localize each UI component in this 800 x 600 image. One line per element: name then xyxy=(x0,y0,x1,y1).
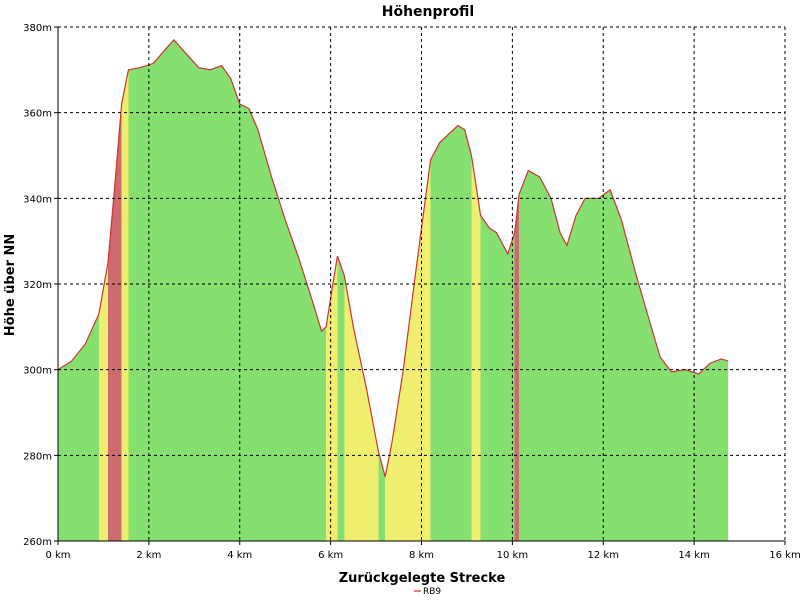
x-tick-label: 0 km xyxy=(45,550,70,561)
axes-layer xyxy=(54,26,786,545)
tick-labels-layer: 0 km 2 km 4 km 6 km 8 km 10 km 12 km 14 km 16 km… xyxy=(23,23,800,561)
x-tick-label: 8 km xyxy=(409,550,434,561)
legend-label-rb9: RB9 xyxy=(423,587,441,597)
x-tick-label: 12 km xyxy=(588,550,619,561)
x-tick-label: 16 km xyxy=(769,550,800,561)
y-tick-label: 360m xyxy=(23,109,52,120)
y-tick-label: 340m xyxy=(23,194,52,205)
elevation-line-rb9 xyxy=(57,38,729,477)
grid-layer xyxy=(58,26,786,541)
y-tick-label: 320m xyxy=(23,280,52,291)
legend: RB9 xyxy=(414,587,441,597)
x-axis-label: Zurückgelegte Strecke xyxy=(339,571,506,586)
y-tick-label: 280m xyxy=(23,451,52,462)
x-tick-label: 2 km xyxy=(136,550,161,561)
elevation-area-fill xyxy=(58,39,729,541)
x-tick-label: 14 km xyxy=(678,550,709,561)
y-axis-label: Höhe über NN xyxy=(3,234,18,336)
x-tick-label: 6 km xyxy=(318,550,343,561)
x-tick-label: 10 km xyxy=(497,550,528,561)
x-tick-label: 4 km xyxy=(227,550,252,561)
y-tick-label: 380m xyxy=(23,23,52,34)
elevation-area-layer xyxy=(57,38,729,541)
y-tick-label: 260m xyxy=(23,537,52,548)
y-tick-label: 300m xyxy=(23,366,52,377)
chart-title: Höhenprofil xyxy=(382,4,474,20)
